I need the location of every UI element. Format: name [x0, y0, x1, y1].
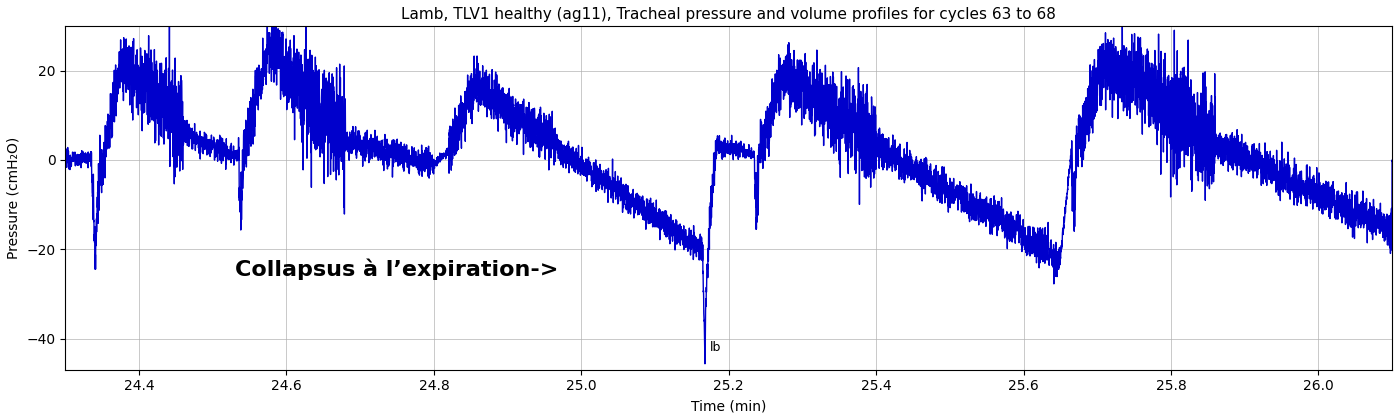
Text: Collapsus à l’expiration->: Collapsus à l’expiration->	[235, 258, 558, 280]
Text: lb: lb	[711, 341, 722, 354]
Y-axis label: Pressure (cmH₂O): Pressure (cmH₂O)	[7, 136, 21, 259]
X-axis label: Time (min): Time (min)	[691, 399, 767, 413]
Title: Lamb, TLV1 healthy (ag11), Tracheal pressure and volume profiles for cycles 63 t: Lamb, TLV1 healthy (ag11), Tracheal pres…	[402, 7, 1056, 22]
